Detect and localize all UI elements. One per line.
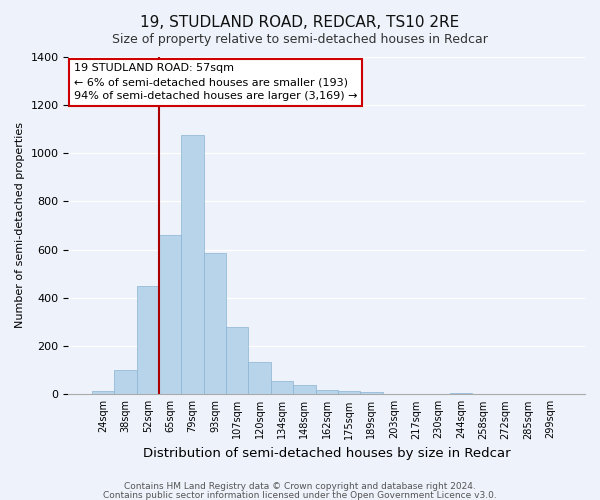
Bar — [450, 393, 472, 394]
Bar — [92, 392, 114, 394]
Text: Size of property relative to semi-detached houses in Redcar: Size of property relative to semi-detach… — [112, 32, 488, 46]
Text: 19 STUDLAND ROAD: 57sqm
← 6% of semi-detached houses are smaller (193)
94% of se: 19 STUDLAND ROAD: 57sqm ← 6% of semi-det… — [74, 64, 357, 102]
Text: Contains public sector information licensed under the Open Government Licence v3: Contains public sector information licen… — [103, 490, 497, 500]
Bar — [248, 362, 271, 394]
Bar — [360, 392, 383, 394]
Text: Contains HM Land Registry data © Crown copyright and database right 2024.: Contains HM Land Registry data © Crown c… — [124, 482, 476, 491]
Bar — [159, 235, 181, 394]
X-axis label: Distribution of semi-detached houses by size in Redcar: Distribution of semi-detached houses by … — [143, 447, 511, 460]
Bar — [293, 384, 316, 394]
Text: 19, STUDLAND ROAD, REDCAR, TS10 2RE: 19, STUDLAND ROAD, REDCAR, TS10 2RE — [140, 15, 460, 30]
Bar — [114, 370, 137, 394]
Bar — [271, 380, 293, 394]
Bar — [226, 327, 248, 394]
Bar — [181, 135, 204, 394]
Y-axis label: Number of semi-detached properties: Number of semi-detached properties — [15, 122, 25, 328]
Bar — [316, 390, 338, 394]
Bar — [338, 390, 360, 394]
Bar — [137, 286, 159, 395]
Bar — [204, 253, 226, 394]
